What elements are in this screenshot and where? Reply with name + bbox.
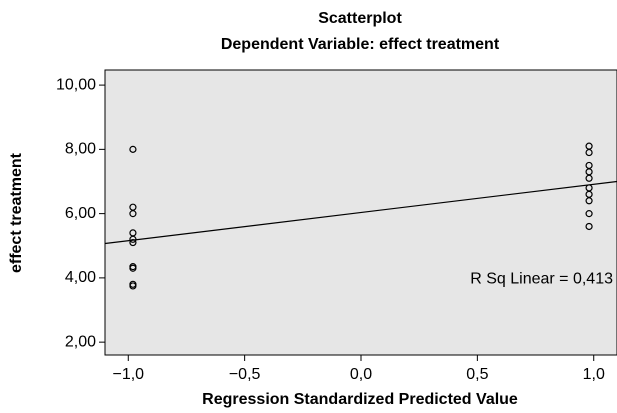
y-tick-label: 2,00 <box>65 333 96 350</box>
chart-subtitle: Dependent Variable: effect treatment <box>221 36 500 53</box>
point <box>585 197 593 205</box>
point <box>585 174 593 182</box>
y-tick-label: 4,00 <box>65 269 96 286</box>
x-tick-label: 1,0 <box>583 366 605 383</box>
x-tick-label: −1,0 <box>112 366 144 383</box>
x-tick-label: 0,5 <box>466 366 488 383</box>
y-axis-label: effect treatment <box>8 152 25 273</box>
x-tick-label: −0,5 <box>229 366 261 383</box>
point <box>585 148 593 157</box>
point <box>129 264 137 272</box>
fit-line <box>104 180 617 245</box>
x-axis-label: Regression Standardized Predicted Value <box>202 391 518 408</box>
point <box>585 210 593 218</box>
x-tick-label: 0,0 <box>350 366 372 383</box>
point <box>129 145 137 153</box>
chart-title: Scatterplot <box>318 10 402 27</box>
point <box>129 238 137 247</box>
point <box>129 235 137 243</box>
point <box>129 210 137 218</box>
y-tick-label: 8,00 <box>65 141 96 158</box>
point <box>129 282 137 290</box>
y-tick-label: 10,00 <box>56 76 96 93</box>
annotation: R Sq Linear = 0,413 <box>470 271 613 288</box>
point <box>585 222 593 231</box>
y-tick-label: 6,00 <box>65 205 96 222</box>
